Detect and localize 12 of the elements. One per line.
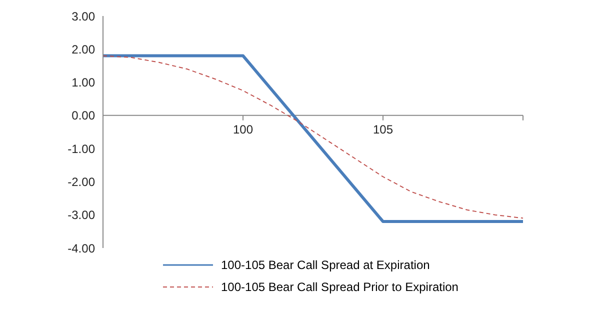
y-tick-label: 2.00 <box>72 42 96 56</box>
legend-label: 100-105 Bear Call Spread Prior to Expiration <box>221 280 458 294</box>
x-tick-label: 105 <box>372 122 394 136</box>
y-tick-label: 0.00 <box>72 108 96 123</box>
y-tick-label: 1.00 <box>72 76 96 90</box>
y-tick-label: -4.00 <box>68 241 96 256</box>
y-tick-label: -2.00 <box>68 174 96 189</box>
y-tick-label: 3.00 <box>72 9 96 24</box>
y-tick-label: -3.00 <box>68 208 96 222</box>
y-tick-label: -1.00 <box>68 142 96 156</box>
legend-label: 100-105 Bear Call Spread at Expiration <box>221 258 430 272</box>
x-tick-label: 100 <box>232 122 254 136</box>
